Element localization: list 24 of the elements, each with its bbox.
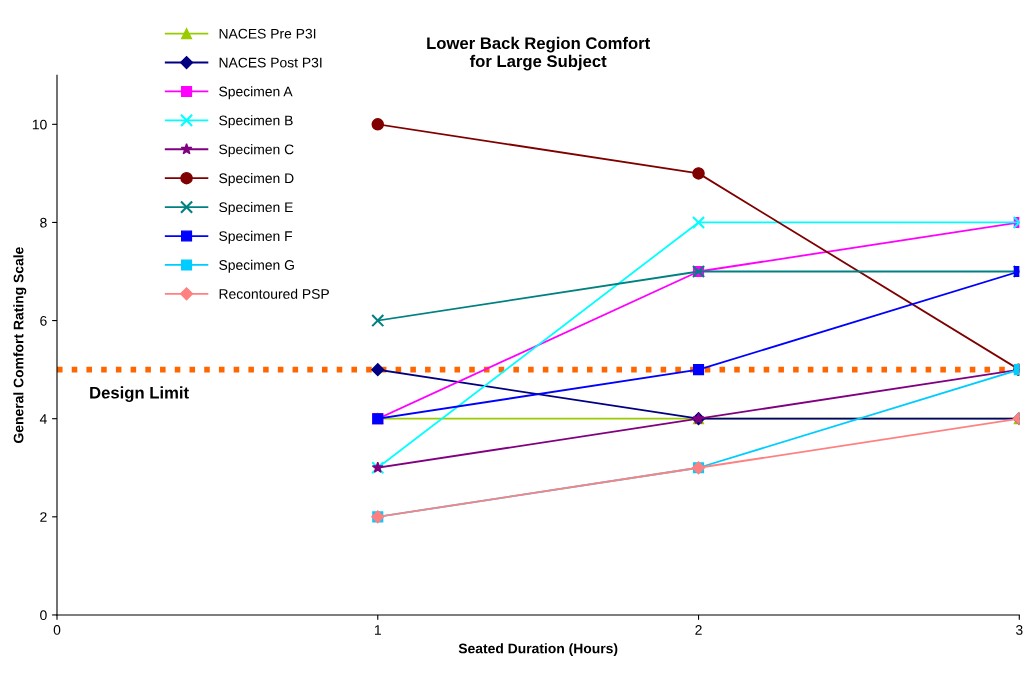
legend-label: Specimen G (219, 259, 294, 273)
y-tick-label: 2 (40, 512, 47, 522)
x-tick-label: 2 (695, 625, 702, 635)
y-tick-label: 6 (40, 315, 47, 326)
x-tick-label: 1 (374, 625, 381, 635)
y-tick-label: 4 (39, 414, 47, 424)
y-tick-label: 8 (40, 217, 47, 228)
legend-label: NACES Post P3I (219, 57, 322, 68)
y-tick-label: 0 (40, 610, 47, 621)
legend-label: Specimen E (219, 201, 293, 215)
legend-label: Specimen D (219, 172, 294, 186)
legend-label: Specimen C (219, 144, 294, 158)
legend-label: Specimen A (219, 86, 293, 100)
x-tick-label: 3 (1015, 625, 1023, 635)
legend-label: NACES Pre P3I (219, 28, 316, 39)
y-axis-title: General Comfort Rating Scale (13, 247, 27, 443)
y-tick-label: 10 (32, 119, 47, 130)
legend-label: Specimen F (219, 230, 293, 244)
legend-label: Specimen B (219, 115, 293, 129)
chart-title: Lower Back Region Comfort for Large Subject (427, 36, 650, 71)
ref-line-label: Design Limit (90, 386, 189, 402)
legend-label: Recontoured PSP (219, 288, 329, 299)
x-axis-title: Seated Duration (Hours) (458, 643, 618, 657)
x-tick-label: 0 (53, 625, 61, 635)
